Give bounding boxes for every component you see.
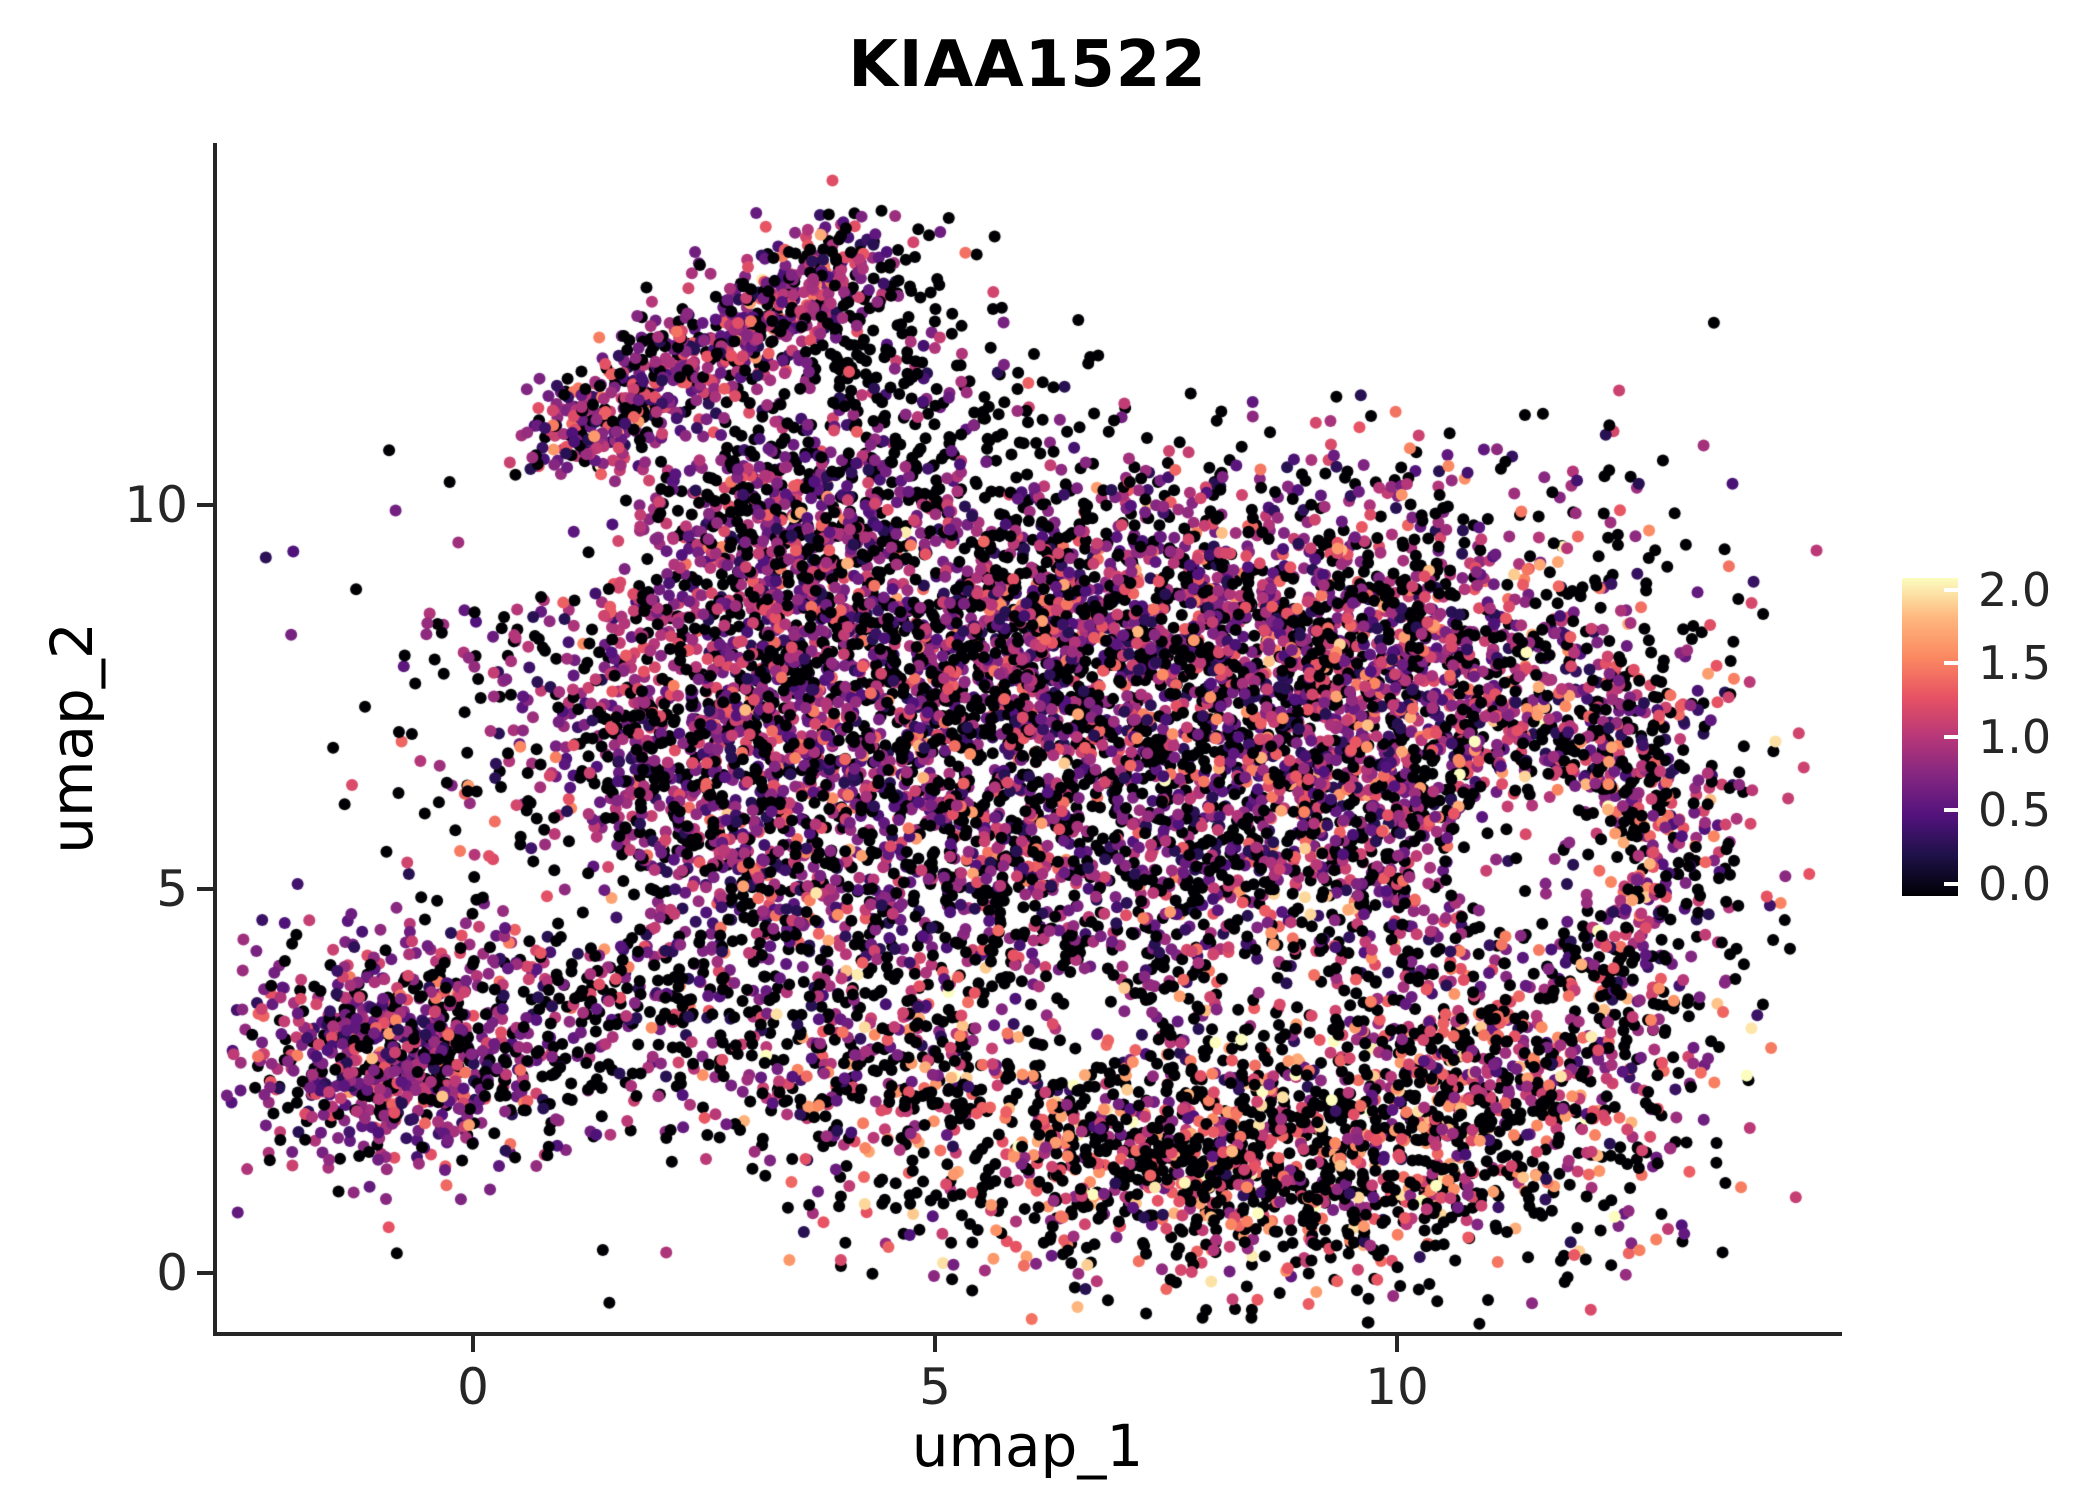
x-tick-label: 5 [919,1358,951,1416]
colorbar-tick-mark [1944,735,1958,739]
x-tick-mark [471,1334,475,1352]
plot-title: KIAA1522 [848,28,1207,102]
y-tick-mark [197,503,215,507]
colorbar-tick-label: 1.0 [1978,710,2052,764]
colorbar-tick-mark [1944,808,1958,812]
y-tick-mark [197,1271,215,1275]
colorbar-tick-mark [1944,588,1958,592]
x-tick-mark [933,1334,937,1352]
colorbar-tick-label: 2.0 [1978,563,2052,617]
x-tick-mark [1395,1334,1399,1352]
x-tick-label: 0 [457,1358,489,1416]
y-tick-label: 0 [156,1244,188,1302]
x-axis-line [213,1332,1842,1336]
y-axis-line [213,143,217,1336]
colorbar-tick-label: 0.5 [1978,783,2052,837]
y-tick-label: 5 [156,860,188,918]
colorbar-tick-label: 1.5 [1978,636,2052,690]
x-axis-title: umap_1 [911,1412,1144,1480]
colorbar-tick-mark [1944,661,1958,665]
y-tick-label: 10 [124,476,188,534]
x-tick-label: 10 [1365,1358,1429,1416]
y-axis-title: umap_2 [38,622,106,854]
colorbar-tick-mark [1944,882,1958,886]
colorbar-tick-label: 0.0 [1978,857,2052,911]
y-tick-mark [197,887,215,891]
